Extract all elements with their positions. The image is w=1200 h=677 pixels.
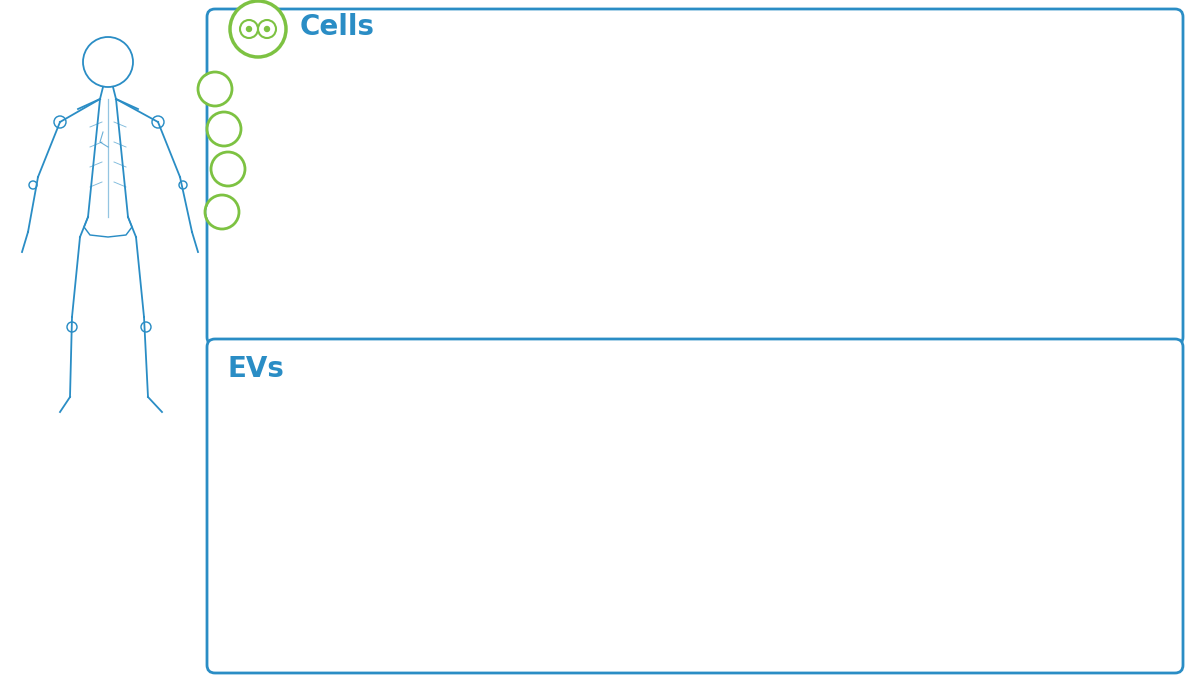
Point xyxy=(629,395,648,406)
Point xyxy=(754,510,773,521)
Text: +: + xyxy=(1140,657,1147,665)
Text: EVER: EVER xyxy=(1042,629,1086,645)
Point xyxy=(796,479,815,490)
Text: TGFβ1: TGFβ1 xyxy=(848,657,877,665)
Point xyxy=(798,488,817,499)
Circle shape xyxy=(214,154,242,184)
Point xyxy=(625,392,644,403)
Point xyxy=(673,567,692,577)
Text: ****: **** xyxy=(895,286,913,294)
Text: Cells: Cells xyxy=(300,13,374,41)
Point xyxy=(1078,513,1097,524)
Point xyxy=(1020,536,1039,546)
Point xyxy=(788,494,808,504)
Circle shape xyxy=(232,3,284,55)
FancyBboxPatch shape xyxy=(208,339,1183,673)
Point xyxy=(1034,532,1054,543)
Point xyxy=(622,494,641,504)
Point xyxy=(715,532,734,543)
Point xyxy=(632,445,652,456)
Circle shape xyxy=(200,74,230,104)
Point xyxy=(1030,521,1049,531)
Point xyxy=(1082,506,1102,517)
Y-axis label: αSMA (Fluoresence): αSMA (Fluoresence) xyxy=(802,398,811,502)
Point xyxy=(871,551,890,562)
Bar xyxy=(913,412,948,640)
Bar xyxy=(748,523,775,619)
Point xyxy=(583,552,602,563)
Text: ****: **** xyxy=(948,310,967,319)
Text: **: ** xyxy=(631,362,642,372)
Point xyxy=(792,485,811,496)
Text: CYTE: CYTE xyxy=(1106,629,1150,645)
Text: +: + xyxy=(980,657,988,665)
Point xyxy=(1025,528,1044,539)
Bar xyxy=(1126,477,1160,640)
Bar xyxy=(1073,519,1108,640)
Text: +: + xyxy=(1033,657,1040,665)
Point xyxy=(706,536,725,546)
Point xyxy=(864,557,883,568)
Text: 1E+7: 1E+7 xyxy=(1121,676,1144,677)
Text: EVs: EVs xyxy=(228,355,284,383)
Text: 1E+9: 1E+9 xyxy=(1014,676,1037,677)
Bar xyxy=(790,489,816,619)
Point xyxy=(1088,516,1108,527)
Point xyxy=(860,560,880,571)
Point xyxy=(918,354,937,365)
Point xyxy=(1141,477,1160,487)
Text: Negative
control: Negative control xyxy=(838,676,877,677)
Text: +: + xyxy=(1086,657,1094,665)
Point xyxy=(967,582,986,592)
Point xyxy=(1126,483,1145,494)
Y-axis label: population doublings: population doublings xyxy=(638,118,649,227)
Bar xyxy=(1020,533,1055,640)
Point xyxy=(913,479,932,489)
Text: Positive
control/PP2: Positive control/PP2 xyxy=(936,676,984,677)
Point xyxy=(664,572,683,583)
Point xyxy=(982,572,1001,583)
Circle shape xyxy=(976,616,1022,657)
Point xyxy=(1132,471,1151,482)
Circle shape xyxy=(246,26,252,32)
Text: 1E+8: 1E+8 xyxy=(1068,676,1090,677)
Point xyxy=(581,556,600,567)
Text: -: - xyxy=(876,657,880,665)
Text: +: + xyxy=(926,657,935,665)
Bar xyxy=(860,560,895,640)
Point xyxy=(974,570,994,581)
Point xyxy=(590,550,610,561)
Point xyxy=(868,554,887,565)
Point xyxy=(757,519,776,530)
Bar xyxy=(707,534,733,619)
Point xyxy=(712,523,731,534)
Circle shape xyxy=(208,197,238,227)
Point xyxy=(708,529,727,540)
Point xyxy=(750,517,769,528)
Point xyxy=(925,414,944,425)
Point xyxy=(671,563,690,574)
Point xyxy=(587,548,606,559)
Point xyxy=(929,452,948,463)
Text: Negative
control: Negative control xyxy=(890,676,931,677)
FancyBboxPatch shape xyxy=(208,9,1183,345)
Point xyxy=(1136,464,1156,475)
Bar xyxy=(582,556,608,619)
Bar xyxy=(966,579,1001,640)
X-axis label: days in culture: days in culture xyxy=(858,332,936,342)
Circle shape xyxy=(264,26,270,32)
Text: GO: GO xyxy=(989,630,1009,643)
Point xyxy=(922,357,941,368)
Bar xyxy=(623,437,650,619)
Point xyxy=(667,565,686,575)
Circle shape xyxy=(965,607,1033,667)
Text: **: ** xyxy=(1058,266,1068,275)
Circle shape xyxy=(209,114,239,144)
Point xyxy=(971,573,990,584)
Point xyxy=(978,577,997,588)
Point xyxy=(876,553,895,564)
Bar xyxy=(665,571,691,619)
Point xyxy=(746,527,766,538)
Point xyxy=(1073,525,1092,536)
